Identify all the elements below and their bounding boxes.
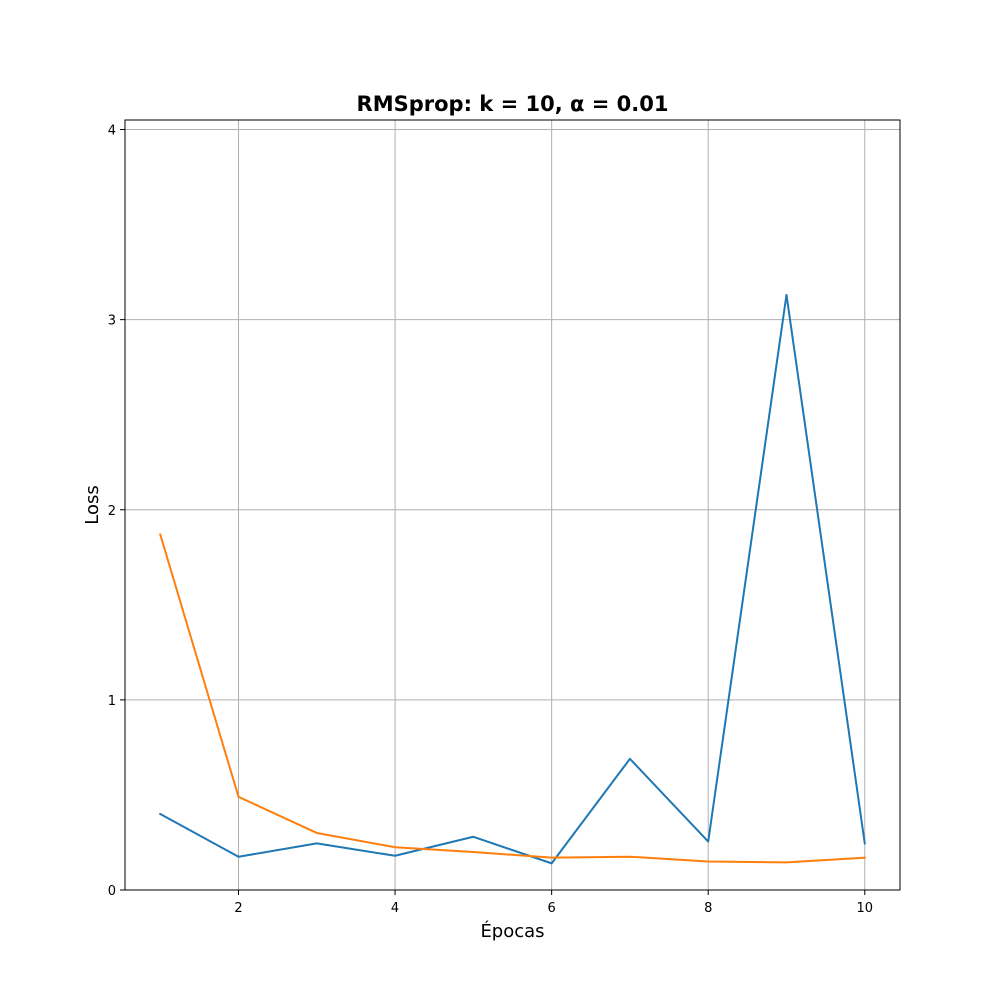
- y-tick-label: 2: [108, 504, 116, 519]
- x-axis-label: Épocas: [480, 920, 544, 942]
- x-tick-label: 4: [391, 901, 399, 916]
- axis-ticks: 2 4 6 8 10 0 1 2 3 4: [108, 124, 873, 916]
- series-layer: [158, 293, 866, 865]
- plot-frame: [124, 119, 901, 891]
- y-tick-label: 4: [108, 124, 116, 139]
- x-tick-label: 10: [856, 901, 873, 916]
- y-tick-label: 0: [108, 884, 116, 899]
- x-tick-label: 2: [234, 901, 242, 916]
- x-tick-label: 6: [548, 901, 556, 916]
- x-tick-label: 8: [704, 901, 712, 916]
- chart-title: RMSprop: k = 10, α = 0.01: [357, 92, 669, 116]
- y-tick-label: 1: [108, 694, 116, 709]
- y-axis-label: Loss: [82, 485, 103, 524]
- series-line-1: [158, 293, 866, 865]
- series-line-2: [158, 533, 866, 864]
- y-tick-label: 3: [108, 314, 116, 329]
